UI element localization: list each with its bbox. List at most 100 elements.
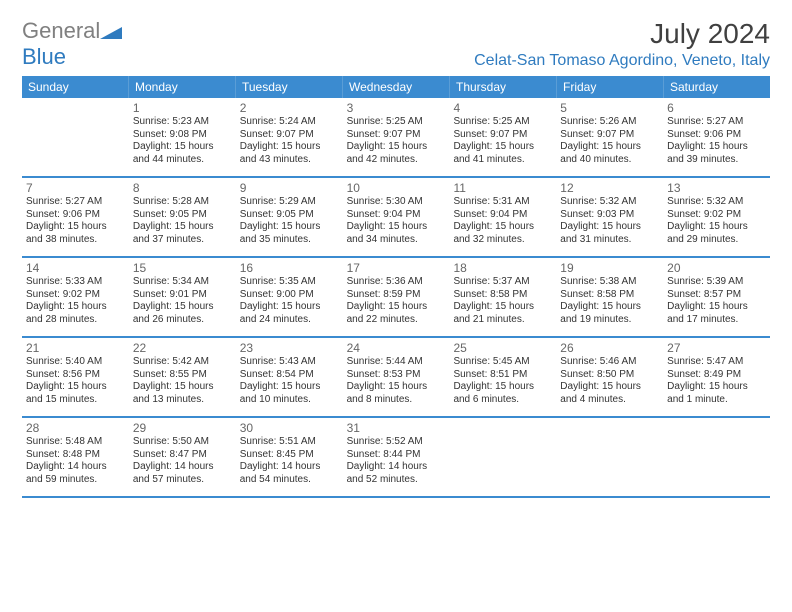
day-info-line: Sunrise: 5:36 AM [347,276,446,289]
day-number: 7 [26,181,125,195]
day-info-line: Daylight: 15 hours [133,221,232,234]
day-cell [556,418,663,496]
day-number: 11 [453,181,552,195]
day-info-line: Sunrise: 5:26 AM [560,116,659,129]
day-info-line: Sunrise: 5:40 AM [26,356,125,369]
day-info-line: and 32 minutes. [453,234,552,247]
day-info-line: Daylight: 15 hours [26,221,125,234]
day-info-line: Sunrise: 5:38 AM [560,276,659,289]
day-cell: 27Sunrise: 5:47 AMSunset: 8:49 PMDayligh… [663,338,770,416]
title-block: July 2024 Celat-San Tomaso Agordino, Ven… [474,18,770,70]
day-info-line: Daylight: 14 hours [240,461,339,474]
day-cell: 22Sunrise: 5:42 AMSunset: 8:55 PMDayligh… [129,338,236,416]
day-info-line: Sunrise: 5:33 AM [26,276,125,289]
week-row: 1Sunrise: 5:23 AMSunset: 9:08 PMDaylight… [22,98,770,178]
day-info-line: Sunset: 9:00 PM [240,289,339,302]
day-info-line: Sunrise: 5:50 AM [133,436,232,449]
day-info-line: and 35 minutes. [240,234,339,247]
day-info-line: and 42 minutes. [347,154,446,167]
day-number: 30 [240,421,339,435]
day-info-line: Sunrise: 5:28 AM [133,196,232,209]
day-info-line: Sunrise: 5:25 AM [347,116,446,129]
day-info-line: and 54 minutes. [240,474,339,487]
day-info-line: and 34 minutes. [347,234,446,247]
day-number: 5 [560,101,659,115]
day-info-line: Sunset: 8:53 PM [347,369,446,382]
day-info-line: Sunset: 8:44 PM [347,449,446,462]
day-info-line: and 6 minutes. [453,394,552,407]
day-header: Monday [129,76,236,98]
day-info-line: Sunrise: 5:45 AM [453,356,552,369]
day-cell: 14Sunrise: 5:33 AMSunset: 9:02 PMDayligh… [22,258,129,336]
day-info-line: Sunrise: 5:35 AM [240,276,339,289]
day-info-line: Daylight: 15 hours [240,221,339,234]
week-row: 14Sunrise: 5:33 AMSunset: 9:02 PMDayligh… [22,258,770,338]
day-info-line: and 43 minutes. [240,154,339,167]
day-header: Saturday [664,76,770,98]
day-info-line: Daylight: 15 hours [133,381,232,394]
day-info-line: and 1 minute. [667,394,766,407]
day-info-line: Sunrise: 5:27 AM [26,196,125,209]
day-info-line: and 24 minutes. [240,314,339,327]
logo-part1: General [22,18,100,43]
day-info-line: and 8 minutes. [347,394,446,407]
day-info-line: Sunrise: 5:32 AM [560,196,659,209]
day-cell: 5Sunrise: 5:26 AMSunset: 9:07 PMDaylight… [556,98,663,176]
day-header: Friday [557,76,664,98]
day-info-line: Sunset: 8:58 PM [453,289,552,302]
day-number: 22 [133,341,232,355]
day-info-line: Daylight: 15 hours [453,141,552,154]
day-info-line: Sunset: 9:06 PM [667,129,766,142]
day-info-line: Sunset: 9:04 PM [347,209,446,222]
day-info-line: Sunset: 9:04 PM [453,209,552,222]
day-header: Sunday [22,76,129,98]
day-info-line: Sunset: 8:48 PM [26,449,125,462]
day-info-line: Sunset: 8:55 PM [133,369,232,382]
day-number: 20 [667,261,766,275]
day-info-line: and 40 minutes. [560,154,659,167]
logo: General Blue [22,18,122,70]
day-number: 10 [347,181,446,195]
day-cell [663,418,770,496]
day-info-line: Sunset: 9:07 PM [453,129,552,142]
day-info-line: Daylight: 15 hours [26,301,125,314]
day-cell: 28Sunrise: 5:48 AMSunset: 8:48 PMDayligh… [22,418,129,496]
day-info-line: Sunset: 9:05 PM [240,209,339,222]
day-cell: 23Sunrise: 5:43 AMSunset: 8:54 PMDayligh… [236,338,343,416]
day-info-line: and 59 minutes. [26,474,125,487]
day-info-line: Sunset: 9:02 PM [667,209,766,222]
day-info-line: and 52 minutes. [347,474,446,487]
day-info-line: Sunset: 9:06 PM [26,209,125,222]
day-info-line: and 31 minutes. [560,234,659,247]
day-info-line: Sunrise: 5:32 AM [667,196,766,209]
day-cell: 16Sunrise: 5:35 AMSunset: 9:00 PMDayligh… [236,258,343,336]
day-info-line: and 19 minutes. [560,314,659,327]
day-cell: 8Sunrise: 5:28 AMSunset: 9:05 PMDaylight… [129,178,236,256]
day-info-line: Daylight: 15 hours [240,301,339,314]
day-cell: 24Sunrise: 5:44 AMSunset: 8:53 PMDayligh… [343,338,450,416]
day-number: 17 [347,261,446,275]
day-number: 19 [560,261,659,275]
day-info-line: Daylight: 15 hours [133,301,232,314]
day-cell [22,98,129,176]
day-info-line: Sunrise: 5:24 AM [240,116,339,129]
day-cell: 10Sunrise: 5:30 AMSunset: 9:04 PMDayligh… [343,178,450,256]
day-info-line: Sunrise: 5:44 AM [347,356,446,369]
day-info-line: and 38 minutes. [26,234,125,247]
day-info-line: Daylight: 15 hours [347,141,446,154]
day-number: 31 [347,421,446,435]
day-number: 13 [667,181,766,195]
day-cell: 18Sunrise: 5:37 AMSunset: 8:58 PMDayligh… [449,258,556,336]
day-cell: 6Sunrise: 5:27 AMSunset: 9:06 PMDaylight… [663,98,770,176]
day-info-line: Sunrise: 5:29 AM [240,196,339,209]
week-row: 21Sunrise: 5:40 AMSunset: 8:56 PMDayligh… [22,338,770,418]
day-info-line: and 13 minutes. [133,394,232,407]
day-cell: 29Sunrise: 5:50 AMSunset: 8:47 PMDayligh… [129,418,236,496]
day-info-line: Daylight: 15 hours [667,141,766,154]
day-info-line: Daylight: 15 hours [667,301,766,314]
day-info-line: Daylight: 14 hours [133,461,232,474]
day-number: 8 [133,181,232,195]
day-info-line: Sunset: 8:45 PM [240,449,339,462]
day-info-line: Sunrise: 5:30 AM [347,196,446,209]
weeks-container: 1Sunrise: 5:23 AMSunset: 9:08 PMDaylight… [22,98,770,498]
